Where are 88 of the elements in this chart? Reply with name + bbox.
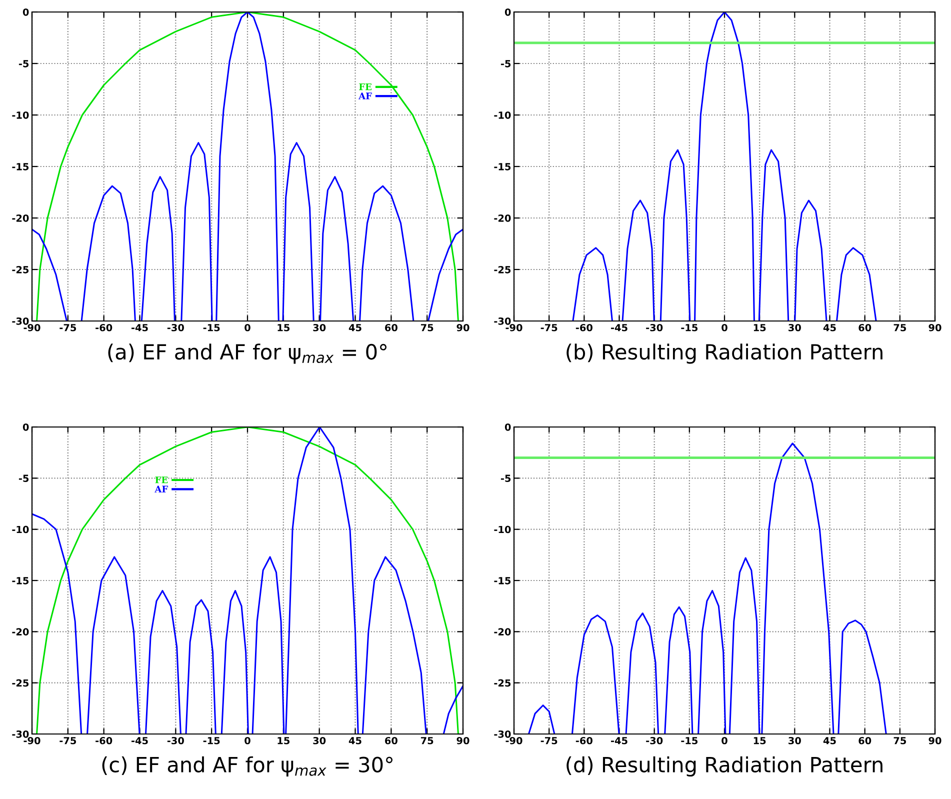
x-tick-label: 0 bbox=[722, 736, 728, 744]
y-tick-label: -10 bbox=[12, 526, 29, 534]
y-tick-label: -20 bbox=[12, 214, 29, 222]
x-tick-label: 90 bbox=[928, 736, 942, 744]
x-tick-label: 45 bbox=[348, 324, 362, 332]
x-tick-label: -30 bbox=[167, 736, 184, 744]
x-tick-label: 60 bbox=[385, 736, 398, 744]
x-tick-label: -75 bbox=[540, 324, 558, 332]
x-tick-label: -60 bbox=[96, 324, 112, 332]
x-tick-label: 90 bbox=[456, 324, 470, 332]
x-tick-label: 15 bbox=[754, 324, 766, 332]
x-tick-label: 60 bbox=[858, 736, 872, 744]
y-tick-label: -5 bbox=[18, 60, 29, 68]
x-tick-label: -60 bbox=[96, 736, 112, 744]
y-tick-label: -10 bbox=[494, 111, 511, 119]
x-tick-label: -15 bbox=[681, 324, 698, 332]
x-tick-label: -45 bbox=[131, 737, 148, 744]
x-tick-label: -45 bbox=[610, 324, 628, 332]
x-tick-label: -30 bbox=[646, 324, 663, 332]
x-tick-label: -90 bbox=[24, 736, 40, 744]
x-tick-label: 45 bbox=[823, 737, 836, 744]
x-tick-label: -90 bbox=[506, 736, 522, 744]
x-tick-label: 90 bbox=[456, 736, 470, 744]
legend-label: AF bbox=[358, 92, 372, 100]
x-tick-label: 15 bbox=[278, 324, 290, 332]
x-tick-label: -60 bbox=[576, 736, 592, 744]
x-tick-label: 45 bbox=[348, 737, 362, 744]
y-tick-label: -25 bbox=[494, 266, 511, 274]
x-tick-label: -15 bbox=[203, 737, 220, 744]
y-tick-label: -30 bbox=[12, 730, 29, 738]
y-tick-label: -25 bbox=[12, 679, 29, 687]
legend-label: FE bbox=[155, 476, 168, 484]
x-tick-label: 30 bbox=[313, 324, 326, 332]
y-tick-label: -20 bbox=[494, 628, 511, 636]
y-tick-label: -15 bbox=[12, 577, 29, 584]
x-tick-label: 45 bbox=[823, 324, 836, 332]
x-tick-label: 90 bbox=[928, 324, 942, 332]
x-tick-label: -90 bbox=[24, 324, 40, 332]
x-tick-label: 75 bbox=[420, 324, 434, 332]
y-tick-label: -20 bbox=[494, 214, 511, 222]
y-tick-label: -20 bbox=[12, 628, 29, 636]
y-tick-label: -5 bbox=[18, 474, 29, 482]
x-tick-label: -15 bbox=[203, 324, 220, 332]
x-tick-label: -45 bbox=[610, 737, 628, 744]
y-tick-label: 0 bbox=[504, 8, 511, 16]
x-tick-label: 15 bbox=[278, 737, 290, 744]
x-tick-label: 60 bbox=[858, 324, 872, 332]
text: (a) EF and AF for ψ$_{max}$ = 0° bbox=[108, 344, 386, 364]
legend-label: AF bbox=[154, 486, 168, 492]
y-tick-label: 0 bbox=[22, 8, 29, 16]
x-tick-label: -75 bbox=[60, 324, 76, 332]
text: (c) EF and AF for ψ$_{max}$ = 30° bbox=[102, 756, 392, 777]
y-tick-label: -5 bbox=[500, 474, 511, 482]
x-tick-label: 0 bbox=[244, 736, 250, 744]
x-tick-label: -15 bbox=[681, 737, 698, 744]
x-tick-label: 75 bbox=[894, 737, 906, 744]
x-tick-label: -30 bbox=[167, 324, 184, 332]
x-tick-label: 60 bbox=[385, 324, 398, 332]
y-tick-label: -10 bbox=[494, 526, 511, 534]
y-tick-label: 0 bbox=[22, 423, 29, 431]
x-tick-label: 75 bbox=[420, 737, 434, 744]
y-tick-label: -10 bbox=[12, 111, 29, 119]
text: (b) Resulting Radiation Pattern bbox=[566, 344, 882, 364]
x-tick-label: -75 bbox=[60, 737, 76, 744]
x-tick-label: -90 bbox=[506, 324, 522, 332]
y-tick-label: 0 bbox=[504, 423, 511, 431]
x-tick-label: 30 bbox=[313, 736, 326, 744]
x-tick-label: -30 bbox=[646, 736, 663, 744]
x-tick-label: 30 bbox=[788, 736, 801, 744]
x-tick-label: 0 bbox=[244, 324, 250, 332]
x-tick-label: 75 bbox=[894, 324, 906, 332]
y-tick-label: -30 bbox=[494, 730, 511, 738]
y-tick-label: -30 bbox=[494, 317, 511, 325]
y-tick-label: -15 bbox=[12, 163, 29, 170]
x-tick-label: -45 bbox=[131, 324, 148, 332]
y-tick-label: -15 bbox=[494, 163, 511, 170]
x-tick-label: -75 bbox=[540, 737, 558, 744]
y-tick-label: -25 bbox=[12, 266, 29, 274]
x-tick-label: 30 bbox=[788, 324, 801, 332]
y-tick-label: -30 bbox=[12, 317, 29, 325]
y-tick-label: -25 bbox=[494, 679, 511, 687]
legend-label: FE bbox=[359, 83, 372, 90]
x-tick-label: 15 bbox=[754, 737, 766, 744]
y-tick-label: -15 bbox=[494, 577, 511, 584]
x-tick-label: -60 bbox=[576, 324, 592, 332]
y-tick-label: -5 bbox=[500, 60, 511, 68]
x-tick-label: 0 bbox=[722, 324, 728, 332]
text: (d) Resulting Radiation Pattern bbox=[566, 756, 882, 777]
